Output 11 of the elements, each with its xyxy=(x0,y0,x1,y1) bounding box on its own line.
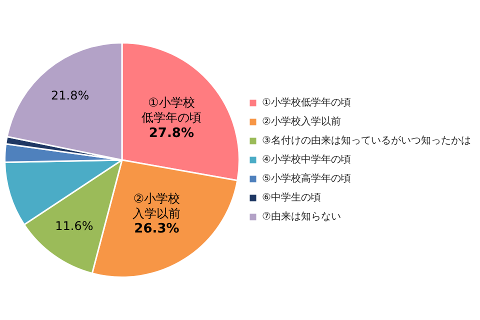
legend-label: ②小学校入学以前 xyxy=(262,116,341,128)
data-label: ②小学校入学以前26.3% xyxy=(132,191,181,237)
data-label: ①小学校低学年の頃27.8% xyxy=(141,96,202,141)
legend-label: ⑤小学校高学年の頃 xyxy=(262,172,351,185)
data-label: 21.8% xyxy=(51,88,90,103)
legend-label: ①小学校低学年の頃 xyxy=(262,96,351,109)
legend-label: ④小学校中学年の頃 xyxy=(262,154,351,166)
legend-label: ⑥中学生の頃 xyxy=(262,192,321,204)
legend-label: ⑦由来は知らない xyxy=(262,210,341,223)
legend-label: ③名付けの由来は知っているがいつ知ったかは xyxy=(262,134,471,147)
data-label: 11.6% xyxy=(55,218,94,233)
